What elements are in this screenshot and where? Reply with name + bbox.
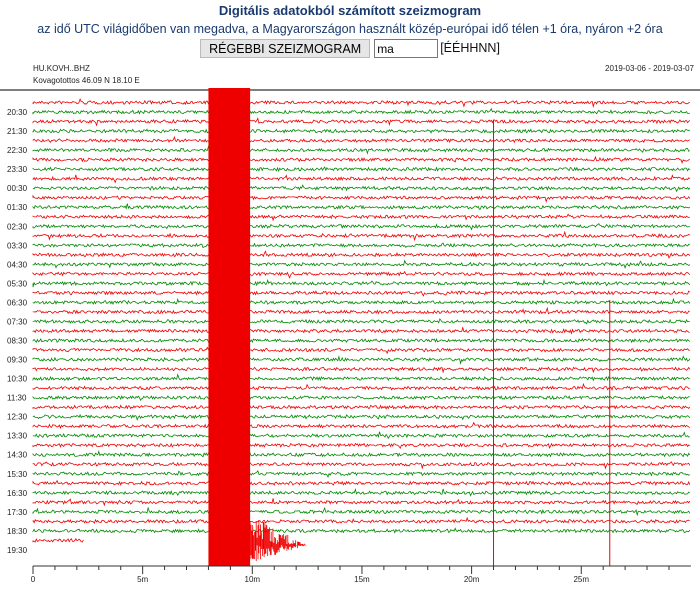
trace-row xyxy=(33,489,690,496)
row-time-label: 02:30 xyxy=(7,222,28,231)
trace-row xyxy=(33,444,690,449)
trace-row xyxy=(33,375,690,381)
row-time-label: 16:30 xyxy=(7,489,28,498)
trace-row xyxy=(33,157,690,163)
trace-row xyxy=(33,175,690,183)
row-time-label: 08:30 xyxy=(7,337,28,346)
trace-row xyxy=(33,539,83,542)
trace-row xyxy=(33,405,690,409)
earthquake-signal xyxy=(208,88,250,566)
trace-row xyxy=(33,308,690,314)
trace-row xyxy=(33,109,690,114)
row-time-label: 22:30 xyxy=(7,146,28,155)
row-time-label: 01:30 xyxy=(7,203,28,212)
row-time-label: 12:30 xyxy=(7,413,28,422)
trace-row xyxy=(33,214,690,220)
trace-row xyxy=(33,224,690,230)
x-tick-label: 0 xyxy=(31,575,36,584)
row-time-label: 00:30 xyxy=(7,184,28,193)
trace-row xyxy=(33,251,690,258)
row-time-label: 18:30 xyxy=(7,527,28,536)
row-time-label: 10:30 xyxy=(7,375,28,384)
trace-row xyxy=(33,319,690,325)
row-time-label: 21:30 xyxy=(7,127,28,136)
trace-row xyxy=(33,280,690,287)
trace-row xyxy=(33,147,690,154)
trace-row xyxy=(33,518,690,523)
trace-row xyxy=(33,423,690,428)
trace-row xyxy=(33,272,690,278)
row-time-label: 23:30 xyxy=(7,165,28,174)
trace-row xyxy=(33,498,690,505)
trace-row xyxy=(33,291,690,296)
trace-row xyxy=(33,415,690,420)
row-time-label: 03:30 xyxy=(7,241,28,250)
trace-row xyxy=(33,384,690,390)
trace-row xyxy=(33,243,690,247)
trace-row xyxy=(33,204,690,210)
trace-row xyxy=(33,129,690,133)
trace-row xyxy=(33,432,690,439)
trace-row xyxy=(33,196,690,202)
x-tick-label: 20m xyxy=(464,575,480,584)
row-time-label: 05:30 xyxy=(7,279,28,288)
seismogram-plot: 20:30 21:30 22:30 23:30 00:30 01:30 02:30 03:30… xyxy=(0,0,700,600)
trace-row xyxy=(33,232,690,240)
x-tick-label: 15m xyxy=(354,575,370,584)
x-tick-label: 25m xyxy=(573,575,589,584)
trace-row xyxy=(33,481,690,485)
row-time-label: 07:30 xyxy=(7,317,28,326)
row-time-label: 06:30 xyxy=(7,298,28,307)
trace-row xyxy=(33,185,690,191)
row-time-label: 04:30 xyxy=(7,260,28,269)
row-time-label: 13:30 xyxy=(7,432,28,441)
trace-row xyxy=(33,356,690,363)
row-time-label: 09:30 xyxy=(7,356,28,365)
row-time-label: 11:30 xyxy=(7,394,27,403)
earthquake-coda xyxy=(250,521,307,561)
trace-row xyxy=(33,452,690,457)
trace-row xyxy=(33,118,690,125)
x-tick-label: 5m xyxy=(137,575,148,584)
row-time-label: 20:30 xyxy=(7,108,28,117)
trace-row xyxy=(33,396,690,400)
trace-row xyxy=(33,471,690,477)
trace-row xyxy=(33,462,690,468)
trace-row xyxy=(33,347,690,353)
trace-row xyxy=(33,328,690,334)
row-time-label: 15:30 xyxy=(7,470,28,479)
x-tick-label: 10m xyxy=(245,575,261,584)
trace-row xyxy=(33,528,690,532)
trace-row xyxy=(33,367,690,372)
trace-row xyxy=(33,137,690,142)
trace-row xyxy=(33,299,690,304)
trace-row xyxy=(33,167,690,171)
row-time-label: 17:30 xyxy=(7,508,28,517)
row-time-label: 19:30 xyxy=(7,546,28,555)
trace-row xyxy=(33,261,690,268)
trace-row xyxy=(33,99,690,106)
trace-row xyxy=(33,508,690,515)
row-time-label: 14:30 xyxy=(7,451,28,460)
trace-row xyxy=(33,339,690,342)
